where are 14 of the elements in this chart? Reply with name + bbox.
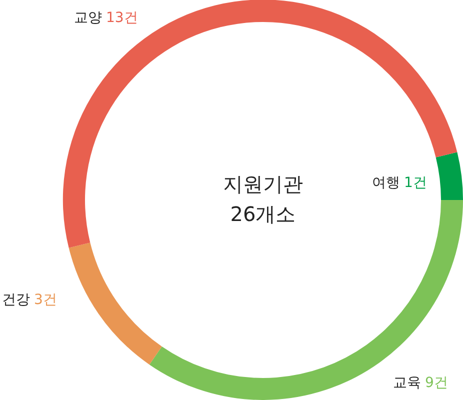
slice-label: 교육 xyxy=(393,375,421,391)
data-label: 13건 xyxy=(106,10,138,26)
donut-slice xyxy=(436,152,463,200)
text: 지원기관 xyxy=(223,172,303,196)
text: 26개소 xyxy=(230,202,296,226)
data-label: 1건 xyxy=(404,175,427,191)
slice-label: 교양 xyxy=(74,10,102,26)
slice-label: 건강 xyxy=(2,292,30,308)
data-label: 9건 xyxy=(425,375,448,391)
slice-label: 여행 xyxy=(372,175,400,191)
donut-slice xyxy=(68,242,162,365)
donut-slice xyxy=(62,0,458,248)
data-label: 3건 xyxy=(34,292,57,308)
donut-slice xyxy=(149,200,463,400)
